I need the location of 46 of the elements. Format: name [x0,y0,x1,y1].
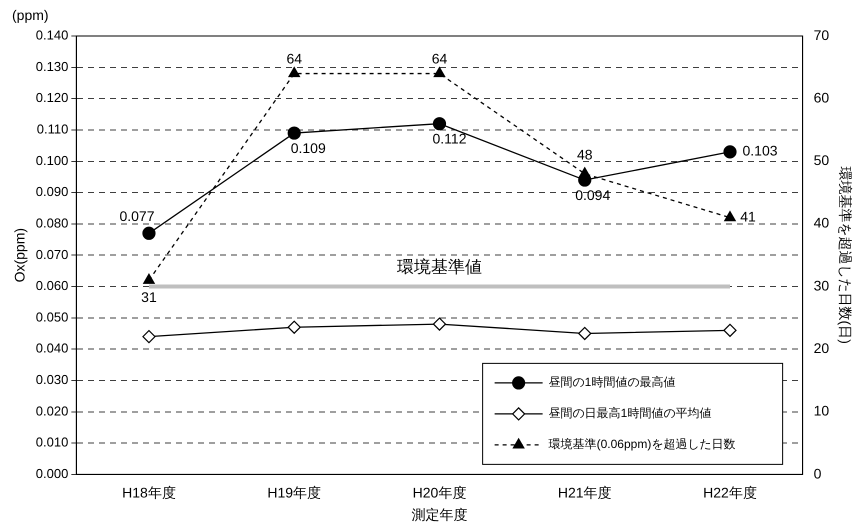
y-tick-label: 0.070 [36,246,68,262]
x-tick-label: H21年度 [558,484,612,501]
legend-label: 昼間の日最高1時間値の平均値 [548,406,712,420]
x-tick-label: H18年度 [122,484,176,501]
y-tick-label: 0.050 [36,309,68,324]
y-tick-label: 0.060 [36,278,68,294]
legend-label: 環境基準(0.06ppm)を超過した日数 [548,437,736,452]
y-tick-label: 0.020 [36,403,68,418]
y2-tick-label: 0 [814,465,822,482]
x-tick-label: H20年度 [412,484,466,501]
y-tick-label: 0.140 [36,28,68,43]
x-tick-label: H19年度 [267,484,322,501]
y2-tick-label: 10 [814,402,830,419]
text: (ppm) [12,6,49,23]
data-label: 41 [740,208,756,224]
y2-tick-label: 30 [814,277,830,294]
y-tick-label: 0.080 [36,215,68,230]
data-label: 64 [432,50,448,66]
y-tick-label: 0.110 [36,122,68,137]
data-label: 0.112 [432,130,467,147]
y-tick-label: 0.010 [36,434,68,450]
data-label: 64 [286,50,302,66]
data-label: 0.109 [290,140,326,156]
data-label: 31 [141,289,157,306]
y-tick-label: 0.090 [36,184,68,200]
y2-tick-label: 70 [814,26,830,43]
data-label: 0.077 [119,208,155,224]
y-tick-label: 0.130 [36,58,68,74]
data-label: 0.094 [575,186,610,203]
y2-axis-title: 環境基準を超過した日数(日) [838,166,854,344]
x-tick-label: H22年度 [703,484,757,501]
y2-tick-label: 20 [814,340,830,356]
y-tick-label: 0.030 [36,372,68,388]
legend-label: 昼間の1時間値の最高値 [548,375,676,390]
ref-line-label: 環境基準値 [396,258,482,277]
y-tick-label: 0.120 [36,90,68,106]
x-axis-title: 測定年度 [411,506,468,522]
data-label: 0.103 [742,142,778,159]
y2-tick-label: 60 [814,89,830,106]
data-label: 48 [576,146,593,163]
y2-tick-label: 40 [814,214,830,231]
y-tick-label: 0.000 [36,466,68,481]
y-tick-label: 0.040 [36,340,68,356]
y2-tick-label: 50 [814,152,830,168]
y-tick-label: 0.100 [36,152,68,168]
y-axis-title: Ox(ppm) [11,228,28,282]
